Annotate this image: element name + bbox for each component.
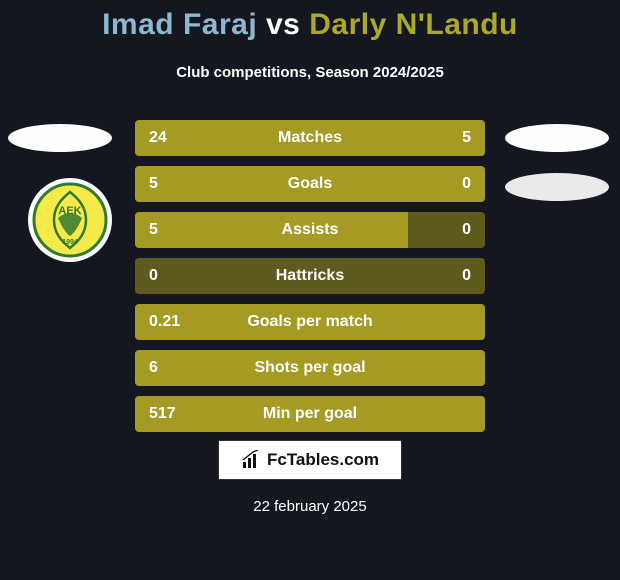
stat-label: Matches bbox=[135, 120, 485, 156]
stat-value-right: 0 bbox=[462, 166, 471, 202]
player2-name: Darly N'Landu bbox=[309, 8, 518, 41]
player2-slot-ellipse-bottom bbox=[505, 173, 609, 201]
stat-value-right: 5 bbox=[462, 120, 471, 156]
comparison-card: Imad Faraj vs Darly N'Landu Club competi… bbox=[0, 0, 620, 580]
stat-label: Assists bbox=[135, 212, 485, 248]
club-badge-year: 1994 bbox=[62, 239, 78, 246]
stat-value-right: 0 bbox=[462, 258, 471, 294]
stat-row: 517Min per goal bbox=[135, 396, 485, 432]
stat-label: Hattricks bbox=[135, 258, 485, 294]
stat-row: 0.21Goals per match bbox=[135, 304, 485, 340]
player1-name: Imad Faraj bbox=[102, 8, 257, 41]
stat-value-right: 0 bbox=[462, 212, 471, 248]
stat-label: Goals per match bbox=[135, 304, 485, 340]
player1-slot-ellipse bbox=[8, 124, 112, 152]
stat-row: 24Matches5 bbox=[135, 120, 485, 156]
chart-bars-icon bbox=[241, 450, 261, 470]
stat-label: Shots per goal bbox=[135, 350, 485, 386]
club-crest-icon: AEK 1994 bbox=[28, 178, 112, 262]
date: 22 february 2025 bbox=[0, 498, 620, 515]
stat-row: 6Shots per goal bbox=[135, 350, 485, 386]
player1-club-badge: AEK 1994 bbox=[28, 178, 112, 262]
title-vs: vs bbox=[266, 8, 300, 41]
stat-row: 5Goals0 bbox=[135, 166, 485, 202]
player2-slot-ellipse-top bbox=[505, 124, 609, 152]
footer-brand-text: FcTables.com bbox=[267, 450, 379, 470]
subtitle: Club competitions, Season 2024/2025 bbox=[0, 64, 620, 81]
stat-row: 5Assists0 bbox=[135, 212, 485, 248]
footer-brand[interactable]: FcTables.com bbox=[218, 440, 402, 480]
title: Imad Faraj vs Darly N'Landu bbox=[0, 8, 620, 42]
stat-row: 0Hattricks0 bbox=[135, 258, 485, 294]
stat-label: Goals bbox=[135, 166, 485, 202]
stat-label: Min per goal bbox=[135, 396, 485, 432]
stats-rows: 24Matches55Goals05Assists00Hattricks00.2… bbox=[135, 120, 485, 442]
